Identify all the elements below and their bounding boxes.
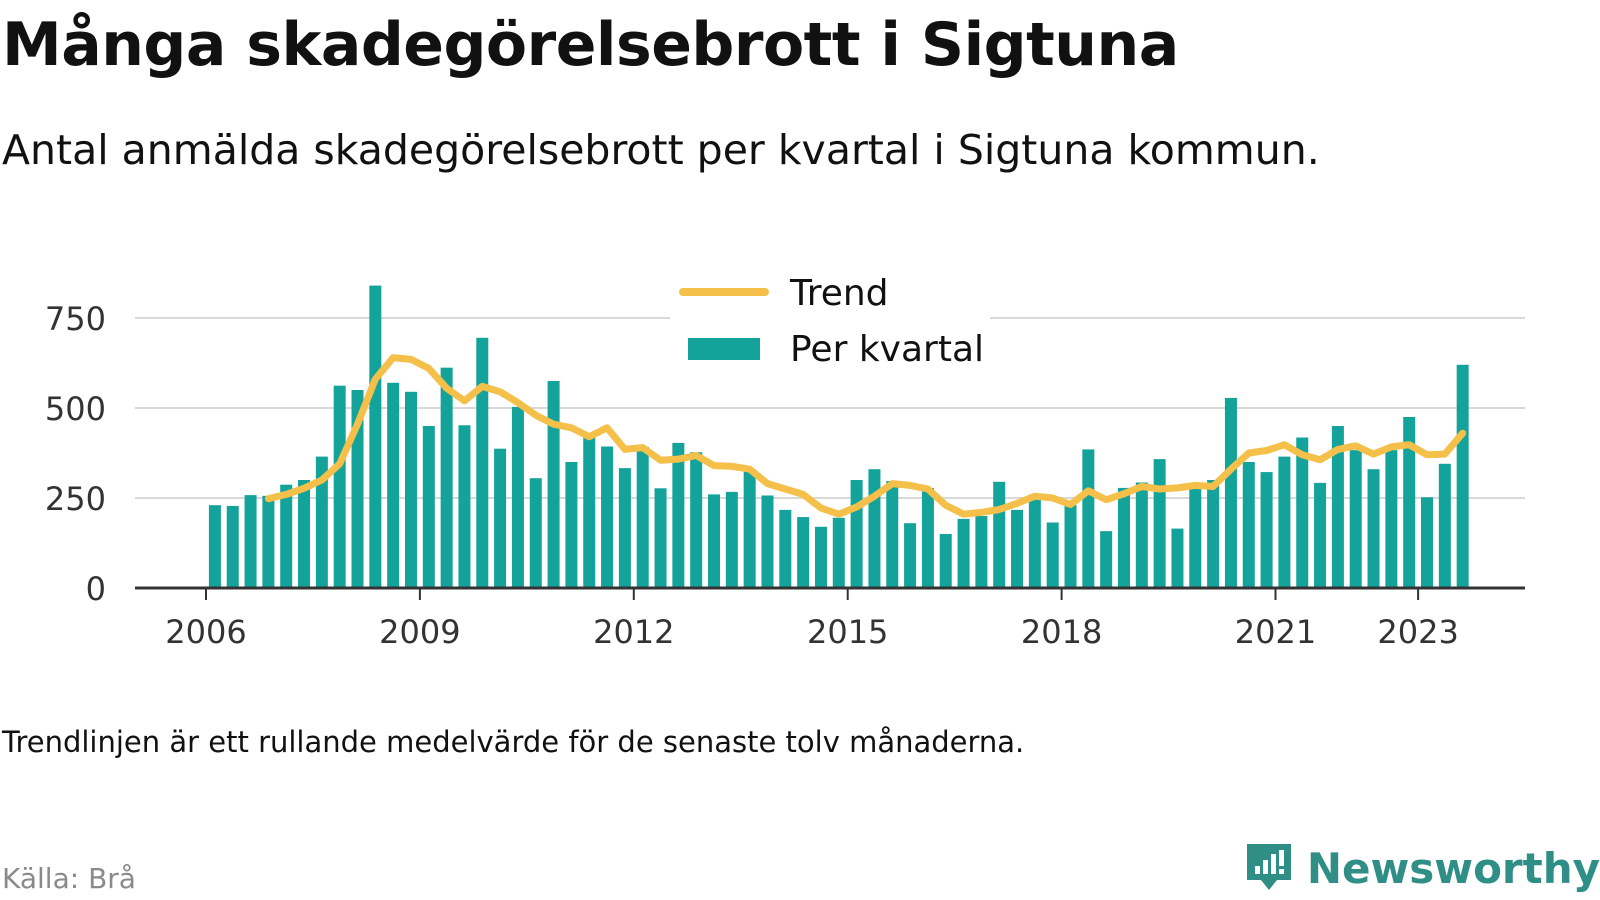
bar: [850, 480, 863, 588]
bar: [1385, 450, 1398, 588]
x-tick-label: 2021: [1235, 613, 1316, 651]
bar: [618, 468, 631, 588]
bar: [1438, 463, 1451, 588]
bar: [244, 495, 257, 588]
bar: [1367, 469, 1380, 588]
legend-label-trend: Trend: [789, 273, 889, 314]
bar: [280, 484, 293, 588]
bar: [725, 491, 738, 588]
bar: [476, 337, 489, 588]
legend-label-per-kvartal: Per kvartal: [790, 329, 984, 370]
bar: [1242, 462, 1255, 588]
bar: [583, 436, 596, 588]
bar: [529, 478, 542, 588]
source-label: Källa: Brå: [2, 862, 136, 895]
bar: [351, 390, 364, 588]
chart: 0 250 500 750 2006 2009 2012 2015 2018 2021 2023 T…: [45, 258, 1525, 651]
bar: [1224, 397, 1237, 588]
bar: [1153, 459, 1166, 588]
chart-title: Många skadegörelsebrott i Sigtuna: [2, 10, 1179, 80]
bar: [921, 487, 934, 588]
bar: [672, 442, 685, 588]
y-tick-label: 500: [45, 390, 106, 428]
bar: [1028, 494, 1041, 588]
y-tick-label: 0: [86, 570, 106, 608]
bar: [1207, 480, 1220, 588]
y-tick-label: 250: [45, 480, 106, 518]
newsworthy-logo-icon: [1243, 840, 1295, 896]
bar: [832, 517, 845, 588]
legend: Trend Per kvartal: [670, 258, 990, 378]
bar: [1135, 482, 1148, 588]
bar: [993, 481, 1006, 588]
bar: [1100, 531, 1113, 588]
bar: [369, 285, 382, 588]
bar: [1011, 509, 1024, 588]
bar: [904, 523, 917, 588]
bar: [494, 448, 507, 588]
bar: [315, 456, 328, 588]
x-tick-label: 2015: [807, 613, 888, 651]
bar: [1278, 456, 1291, 588]
bar: [708, 494, 721, 588]
bar: [1260, 472, 1273, 588]
bar: [1046, 522, 1059, 588]
bar: [1296, 437, 1309, 588]
bar: [226, 505, 239, 588]
bar: [797, 517, 810, 588]
bar: [458, 425, 471, 588]
bar: [298, 480, 311, 588]
bar: [387, 382, 400, 588]
bar: [1349, 450, 1362, 588]
bar: [636, 446, 649, 588]
y-tick-label: 750: [45, 300, 106, 338]
bar: [975, 516, 988, 588]
bar: [1064, 505, 1077, 588]
bar: [814, 526, 827, 588]
bar: [422, 426, 435, 588]
bar: [333, 385, 346, 588]
axes: 0 250 500 750 2006 2009 2012 2015 2018 2021 2023: [45, 300, 1525, 651]
chart-note: Trendlinjen är ett rullande medelvärde f…: [2, 725, 1025, 759]
bar: [743, 469, 756, 588]
bar: [1171, 528, 1184, 588]
x-tick-label: 2006: [165, 613, 246, 651]
x-tick-label: 2012: [593, 613, 674, 651]
bar: [1082, 449, 1095, 588]
bar: [690, 452, 703, 588]
bar: [1117, 487, 1130, 588]
bar: [654, 488, 667, 588]
line-series-trend: [264, 354, 1467, 518]
bar: [1314, 482, 1327, 588]
bar: [1403, 417, 1416, 588]
x-tick-label: 2018: [1021, 613, 1102, 651]
bar: [404, 391, 417, 588]
bar: [1421, 497, 1434, 588]
bar: [1189, 485, 1202, 588]
bar: [565, 462, 578, 588]
bar: [957, 518, 970, 588]
x-tick-label: 2023: [1377, 613, 1458, 651]
bar: [1456, 364, 1469, 588]
bar: [511, 406, 524, 588]
brand: Newsworthy: [1243, 840, 1600, 896]
chart-subtitle: Antal anmälda skadegörelsebrott per kvar…: [2, 126, 1320, 174]
x-tick-label: 2009: [379, 613, 460, 651]
bar: [208, 505, 221, 588]
bar: [761, 495, 774, 588]
bar: [1331, 426, 1344, 588]
brand-name: Newsworthy: [1306, 843, 1600, 893]
bar: [868, 469, 881, 588]
legend-bar-swatch: [688, 338, 760, 360]
trend-line: [264, 354, 1467, 518]
bar: [547, 381, 560, 588]
bar: [886, 481, 899, 588]
bar: [440, 367, 453, 588]
bar: [601, 446, 614, 588]
bar: [779, 509, 792, 588]
bar: [262, 495, 275, 588]
bar-series-per-kvartal: [208, 285, 1469, 588]
bar: [939, 534, 952, 588]
